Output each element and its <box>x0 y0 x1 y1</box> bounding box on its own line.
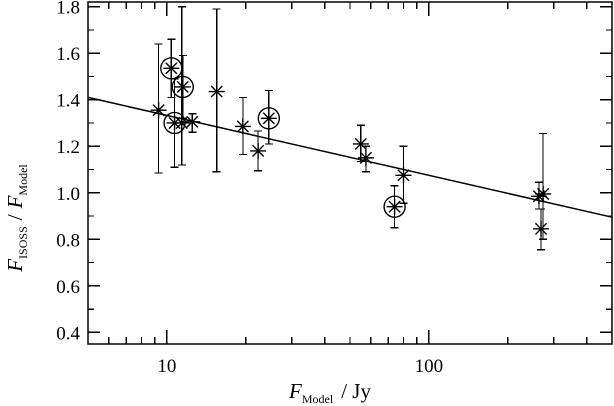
asterisk-marker <box>150 102 167 119</box>
x-axis-title: FModel / Jy <box>288 379 371 406</box>
circled-asterisk-marker <box>160 57 183 80</box>
circled-asterisk-marker <box>257 107 281 130</box>
circled-asterisk-marker <box>171 75 194 99</box>
y-tick-label: 1.0 <box>56 184 80 205</box>
y-tick-label: 0.6 <box>56 277 80 298</box>
plot-frame <box>87 1 613 345</box>
circled-asterisk-marker <box>163 111 186 135</box>
y-tick-label: 1.4 <box>56 91 80 112</box>
x-tick-label: 100 <box>415 356 444 377</box>
asterisk-marker <box>352 135 369 152</box>
y-axis-label: FISOSS/FModel <box>3 164 30 273</box>
asterisk-marker <box>208 83 225 100</box>
y-tick-label: 0.8 <box>56 230 80 251</box>
x-axis-label: FModel / Jy <box>288 379 371 406</box>
asterisk-marker <box>357 149 374 166</box>
y-tick-label: 1.6 <box>56 44 80 65</box>
asterisk-marker <box>533 220 550 237</box>
asterisk-marker <box>535 185 552 202</box>
x-tick-label: 10 <box>157 356 176 377</box>
circled-asterisk-marker <box>383 195 406 218</box>
y-axis-title: FISOSS/FModel <box>3 164 30 273</box>
y-tick-label: 1.2 <box>56 137 80 158</box>
fit-line <box>87 96 613 218</box>
y-tick-label: 0.4 <box>56 323 80 344</box>
asterisk-marker <box>184 113 201 130</box>
asterisk-marker <box>250 142 267 159</box>
y-tick-label: 1.8 <box>56 0 80 19</box>
asterisk-marker <box>395 167 412 184</box>
plot-area: 0.4 0.6 0.8 1.0 1.2 1.4 1.6 1.8 10 100 <box>56 0 613 377</box>
asterisk-marker <box>234 118 251 135</box>
